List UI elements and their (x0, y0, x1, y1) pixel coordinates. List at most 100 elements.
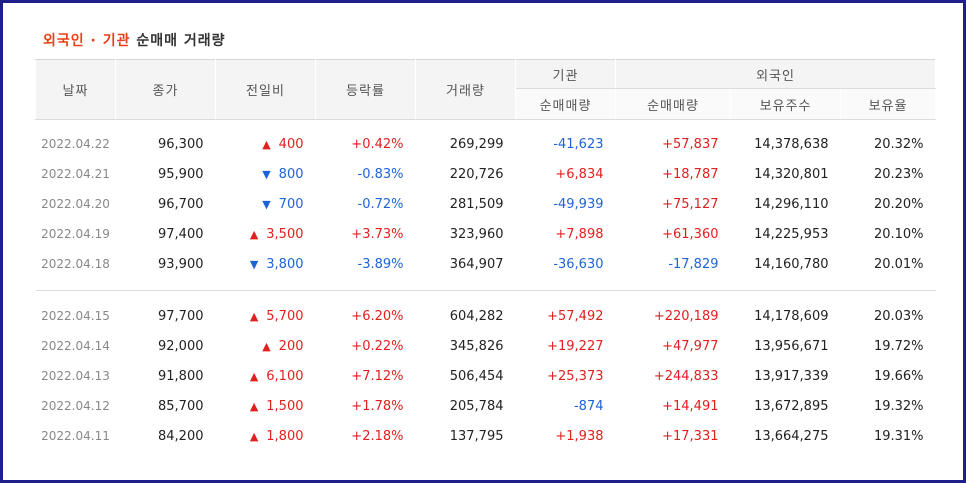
cell-date: 2022.04.11 (41, 429, 110, 443)
cell-change: ▲ 200 (216, 331, 316, 361)
cell-holding-ratio: 20.01% (873, 256, 924, 272)
row-spacer (36, 291, 936, 302)
cell-change: ▲ 400 (216, 129, 316, 159)
cell-close: 96,700 (158, 196, 204, 212)
cell-change: ▼ 3,800 (216, 249, 316, 279)
cell-rate: -0.83% (357, 166, 404, 182)
cell-shares-held: 13,956,671 (754, 338, 829, 354)
cell-rate: +2.18% (351, 428, 404, 444)
cell-foreign-net: +244,833 (653, 368, 719, 384)
cell-foreign-net: -17,829 (668, 256, 719, 272)
header-inst-net: 순매매량 (515, 88, 616, 120)
cell-holding-ratio: 20.10% (873, 226, 924, 242)
cell-inst-net: +57,492 (547, 308, 604, 324)
cell-shares-held: 14,178,609 (754, 308, 829, 324)
cell-rate: +7.12% (351, 368, 404, 384)
header-shares-held: 보유주수 (730, 88, 841, 120)
cell-holding-ratio: 20.23% (873, 166, 924, 182)
cell-volume: 205,784 (449, 398, 504, 414)
cell-volume: 220,726 (449, 166, 504, 182)
cell-inst-net: +25,373 (547, 368, 604, 384)
triangle-down-icon: ▼ (249, 257, 259, 271)
triangle-down-icon: ▼ (262, 167, 271, 181)
cell-shares-held: 14,225,953 (754, 226, 829, 242)
change-value: 400 (278, 136, 304, 152)
cell-foreign-net: +75,127 (662, 196, 719, 212)
cell-volume: 281,509 (449, 196, 504, 212)
cell-date: 2022.04.14 (41, 339, 110, 353)
table-header: 날짜 종가 전일비 등락률 거래량 기관 외국인 순매매량 순매매량 보유주수 … (35, 59, 937, 120)
cell-change: ▲ 1,800 (216, 421, 316, 451)
table-row: 2022.04.20 96,700 ▼ 700 -0.72% 281,509 -49,939… (36, 189, 936, 219)
change-value: 5,700 (266, 308, 304, 324)
cell-date: 2022.04.12 (41, 399, 110, 413)
cell-change: ▼ 700 (216, 189, 316, 219)
cell-change: ▲ 1,500 (216, 391, 316, 421)
table-row: 2022.04.11 84,200 ▲ 1,800 +2.18% 137,795 +1,93… (36, 421, 936, 451)
table-row: 2022.04.21 95,900 ▼ 800 -0.83% 220,726 +6,834 +… (36, 159, 936, 189)
change-value: 3,800 (266, 256, 304, 272)
cell-holding-ratio: 20.32% (873, 136, 924, 152)
cell-inst-net: +19,227 (547, 338, 604, 354)
cell-volume: 506,454 (449, 368, 504, 384)
cell-foreign-net: +47,977 (662, 338, 719, 354)
header-close: 종가 (115, 59, 216, 120)
cell-close: 97,700 (158, 308, 204, 324)
table-row: 2022.04.19 97,400 ▲ 3,500 +3.73% 323,960 +7,89… (36, 219, 936, 249)
table-row: 2022.04.18 93,900 ▼ 3,800 -3.89% 364,907 -36,6… (36, 249, 936, 279)
triangle-up-icon: ▲ (262, 339, 271, 353)
header-date: 날짜 (35, 59, 116, 120)
header-foreign-group: 외국인 (614, 59, 937, 89)
cell-change: ▼ 800 (216, 159, 316, 189)
spacer-cell (36, 291, 936, 302)
cell-rate: +3.73% (351, 226, 404, 242)
row-spacer (35, 279, 936, 291)
cell-close: 84,200 (158, 428, 204, 444)
cell-shares-held: 13,672,895 (754, 398, 829, 414)
cell-shares-held: 14,160,780 (754, 256, 829, 272)
header-change: 전일비 (215, 59, 316, 120)
table-body: 2022.04.22 96,300 ▲ 400 +0.42% 269,299 -41,623… (35, 120, 936, 452)
cell-close: 85,700 (158, 398, 204, 414)
cell-change: ▲ 5,700 (216, 301, 316, 331)
cell-change: ▲ 6,100 (216, 361, 316, 391)
cell-foreign-net: +17,331 (662, 428, 719, 444)
triangle-up-icon: ▲ (249, 399, 259, 413)
cell-inst-net: +6,834 (555, 166, 604, 182)
cell-date: 2022.04.19 (41, 227, 110, 241)
cell-volume: 364,907 (449, 256, 504, 272)
cell-inst-net: -41,623 (553, 136, 604, 152)
header-foreign-net: 순매매량 (615, 88, 731, 120)
cell-date: 2022.04.21 (41, 167, 110, 181)
header-holding-ratio: 보유율 (839, 88, 937, 120)
cell-holding-ratio: 19.72% (873, 338, 924, 354)
section-title: 외국인 · 기관 순매매 거래량 (43, 30, 226, 50)
cell-shares-held: 14,320,801 (754, 166, 829, 182)
cell-close: 97,400 (158, 226, 204, 242)
cell-volume: 269,299 (449, 136, 504, 152)
triangle-down-icon: ▼ (262, 197, 271, 211)
table-row: 2022.04.15 97,700 ▲ 5,700 +6.20% 604,282 +57,4… (36, 301, 936, 331)
spacer-cell (35, 279, 936, 291)
cell-foreign-net: +61,360 (662, 226, 719, 242)
cell-foreign-net: +57,837 (662, 136, 719, 152)
table-row: 2022.04.13 91,800 ▲ 6,100 +7.12% 506,454 +25,3… (36, 361, 936, 391)
title-rest: 순매매 거래량 (136, 33, 226, 49)
cell-shares-held: 13,917,339 (754, 368, 829, 384)
header-institution-group: 기관 (515, 59, 616, 89)
cell-rate: -3.89% (357, 256, 404, 272)
change-value: 200 (278, 338, 304, 354)
table-row: 2022.04.12 85,700 ▲ 1,500 +1.78% 205,784 -874 +… (36, 391, 936, 421)
change-value: 3,500 (266, 226, 304, 242)
change-value: 6,100 (266, 368, 304, 384)
change-value: 1,800 (266, 428, 304, 444)
triangle-up-icon: ▲ (249, 227, 259, 241)
cell-rate: +6.20% (351, 308, 404, 324)
triangle-up-icon: ▲ (262, 137, 271, 151)
cell-change: ▲ 3,500 (216, 219, 316, 249)
cell-holding-ratio: 19.31% (873, 428, 924, 444)
cell-inst-net: -49,939 (553, 196, 604, 212)
row-spacer (36, 120, 936, 130)
cell-rate: +0.42% (351, 136, 404, 152)
